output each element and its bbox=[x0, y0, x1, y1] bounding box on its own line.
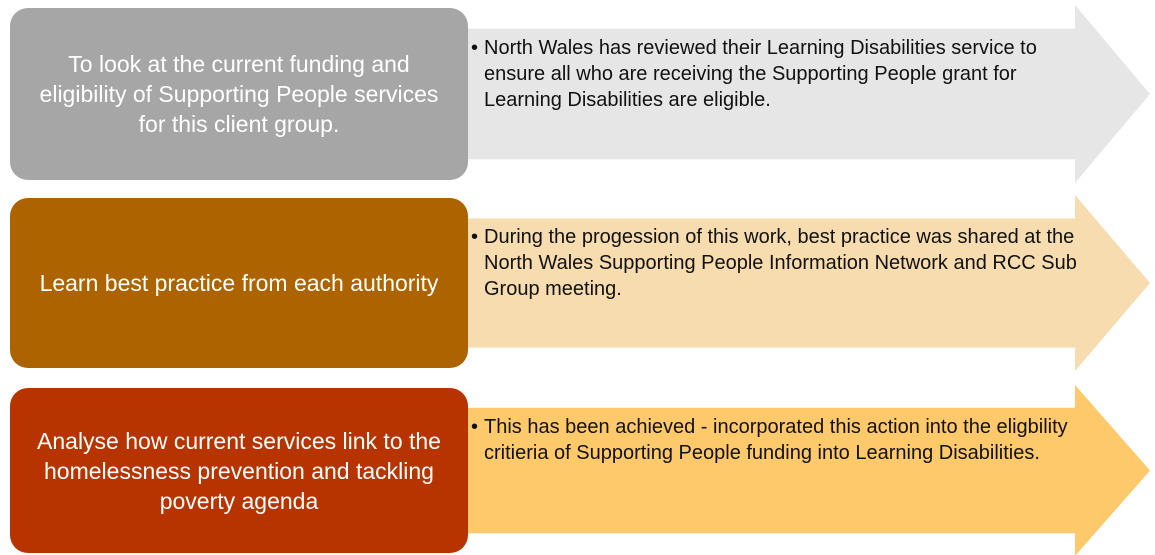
detail-list: This has been achieved - incorporated th… bbox=[470, 414, 1084, 466]
detail-text: This has been achieved - incorporated th… bbox=[471, 414, 1084, 466]
label-text: Analyse how current services link to the… bbox=[37, 427, 441, 514]
label-box bbox=[10, 8, 468, 180]
label-box bbox=[10, 388, 468, 553]
detail-text: North Wales has reviewed their Learning … bbox=[471, 35, 1084, 113]
detail-list: North Wales has reviewed their Learning … bbox=[470, 35, 1084, 113]
detail-list: During the progession of this work, best… bbox=[470, 224, 1084, 302]
label-box bbox=[10, 198, 468, 368]
arrow bbox=[460, 385, 1150, 555]
label-text: Learn best practice from each authority bbox=[39, 270, 439, 296]
detail-text: During the progession of this work, best… bbox=[471, 224, 1084, 302]
label-text: To look at the current funding and eligi… bbox=[39, 51, 439, 137]
